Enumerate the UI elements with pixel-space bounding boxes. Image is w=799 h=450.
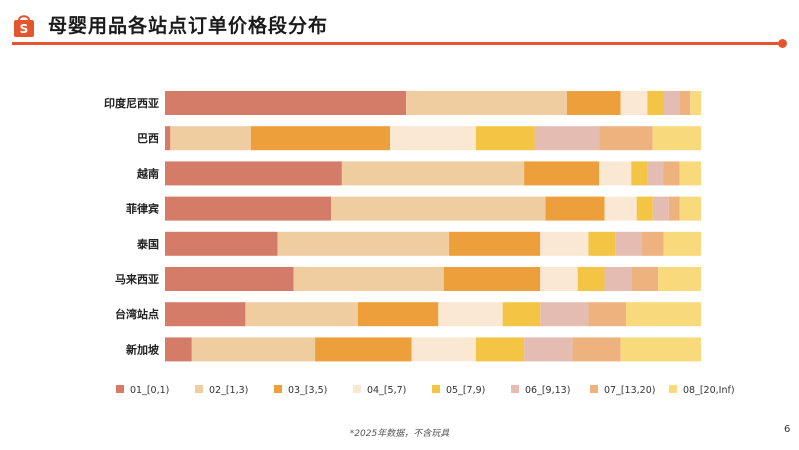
bar-segment-4	[390, 126, 476, 151]
bar-segment-5	[475, 337, 525, 362]
bar-segment-8	[690, 91, 701, 115]
svg-text:S: S	[20, 22, 29, 36]
bar-segment-1	[165, 267, 294, 291]
bar-segment-5	[502, 302, 541, 327]
legend-label: 07_[13,20)	[604, 385, 655, 396]
category-label: 菲律宾	[126, 202, 159, 216]
legend-swatch	[669, 385, 677, 393]
footnote: *2025年数据，不含玩具	[349, 429, 450, 439]
bar-segment-8	[679, 196, 701, 221]
bar-segment-7	[668, 196, 680, 221]
bar-segment-6	[615, 231, 643, 256]
bar-segment-2	[406, 91, 567, 115]
bar-segment-5	[475, 126, 535, 151]
bar-segment-2	[341, 161, 525, 186]
title-divider	[12, 42, 782, 45]
legend-label: 03_[3,5)	[288, 385, 327, 396]
bar-segment-6	[540, 302, 589, 327]
legend-label: 02_[1,3)	[209, 385, 248, 396]
legend-label: 08_[20,Inf)	[683, 385, 735, 396]
legend-label: 01_[0,1)	[130, 385, 169, 396]
legend-swatch	[432, 385, 440, 393]
category-label: 新加坡	[126, 342, 160, 356]
bar-segment-1	[165, 196, 332, 221]
bar-segment-8	[652, 126, 701, 151]
bar-segment-8	[620, 337, 701, 362]
bar-segment-8	[658, 267, 701, 291]
bar-segment-4	[599, 161, 632, 186]
bar-segment-1	[165, 302, 246, 327]
bar-segment-5	[577, 267, 605, 291]
bar-segment-2	[277, 231, 450, 256]
bar-segment-7	[599, 126, 653, 151]
bar-segment-7	[679, 91, 691, 115]
legend-swatch	[353, 385, 361, 393]
bar-segment-1	[165, 231, 278, 256]
category-label: 台湾站点	[115, 307, 159, 321]
legend-swatch	[274, 385, 282, 393]
bar-segment-1	[165, 126, 171, 151]
page-number: 6	[784, 424, 791, 435]
bar-segment-2	[331, 196, 546, 221]
bar-segment-2	[170, 126, 251, 151]
bar-segment-5	[647, 91, 664, 115]
bar-segment-8	[679, 161, 701, 186]
bar-segment-3	[524, 161, 600, 186]
page-title: 母婴用品各站点订单价格段分布	[48, 15, 329, 37]
category-label: 越南	[136, 166, 159, 180]
bar-segment-2	[245, 302, 358, 327]
bar-segment-7	[572, 337, 621, 362]
bar-segment-5	[631, 161, 648, 186]
bar-segment-5	[588, 231, 616, 256]
bar-segment-7	[588, 302, 626, 327]
bar-segment-3	[449, 231, 541, 256]
bar-segment-8	[625, 302, 701, 327]
legend-label: 04_[5,7)	[367, 385, 406, 396]
bar-segment-8	[663, 231, 701, 256]
bar-segment-6	[524, 337, 573, 362]
bar-segment-6	[604, 267, 632, 291]
bar-segment-4	[540, 231, 589, 256]
shopee-bag-icon: S	[14, 15, 34, 37]
legend-swatch	[116, 385, 124, 393]
bar-segment-4	[411, 337, 476, 362]
legend-label: 06_[9,13)	[525, 385, 570, 396]
bar-segment-2	[191, 337, 316, 362]
legend-swatch	[195, 385, 203, 393]
title-divider-dot	[778, 39, 787, 48]
bar-segment-2	[293, 267, 444, 291]
bar-segment-4	[540, 267, 578, 291]
bar-segment-3	[357, 302, 439, 327]
category-label: 印度尼西亚	[104, 96, 159, 110]
bar-segment-1	[165, 91, 407, 115]
legend-label: 05_[7,9)	[446, 385, 485, 396]
bar-segment-4	[604, 196, 637, 221]
bar-segment-5	[636, 196, 653, 221]
bar-segment-7	[631, 267, 659, 291]
legend-swatch	[511, 385, 519, 393]
bar-segment-3	[250, 126, 391, 151]
bar-segment-3	[545, 196, 605, 221]
bar-segment-6	[534, 126, 600, 151]
bar-segment-6	[652, 196, 669, 221]
legend-swatch	[590, 385, 598, 393]
bar-segment-3	[443, 267, 541, 291]
bar-segment-6	[647, 161, 664, 186]
bar-segment-1	[165, 161, 342, 186]
bar-segment-3	[315, 337, 412, 362]
category-label: 马来西亚	[115, 272, 159, 286]
bar-segment-6	[663, 91, 680, 115]
category-label: 巴西	[137, 132, 159, 145]
bar-segment-7	[663, 161, 680, 186]
bar-segment-4	[620, 91, 648, 115]
bar-segment-4	[438, 302, 503, 327]
bar-segment-7	[642, 231, 664, 256]
bar-segment-1	[165, 337, 192, 362]
category-label: 泰国	[136, 237, 159, 251]
bar-segment-3	[567, 91, 621, 115]
